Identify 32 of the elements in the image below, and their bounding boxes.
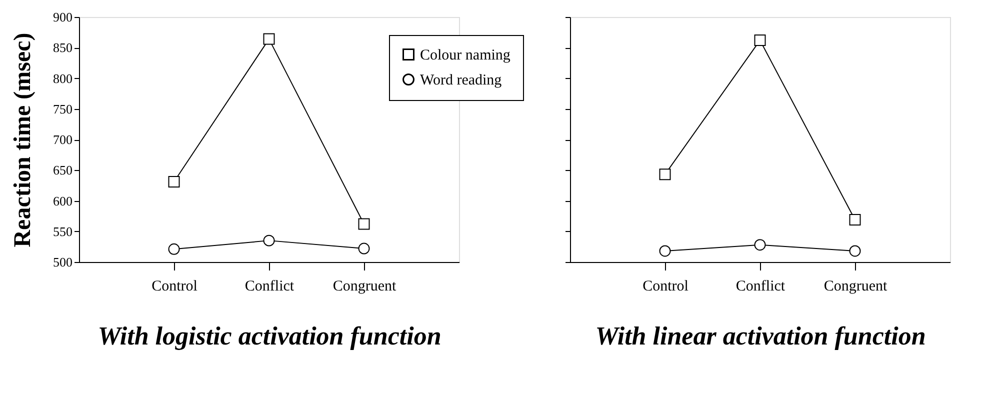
x-tick-label: Congruent (824, 278, 888, 294)
x-axis-title: With logistic activation function (98, 322, 442, 350)
x-tick-label: Conflict (736, 278, 786, 294)
x-tick-label: Control (152, 278, 198, 294)
y-tick-label: 800 (53, 70, 72, 86)
y-tick-label: 750 (53, 101, 72, 116)
y-tick-label: 600 (53, 193, 72, 208)
point (659, 245, 671, 257)
x-tick-label: Congruent (332, 278, 397, 294)
point (659, 168, 671, 180)
y-tick-label: 700 (53, 132, 72, 147)
point (263, 33, 275, 45)
y-tick-label: 500 (53, 254, 72, 270)
legend-label: Colour naming (420, 48, 511, 64)
point (849, 245, 861, 257)
x-tick-label: Conflict (244, 278, 295, 294)
x-axis-title: With linear activation function (595, 322, 926, 350)
point (263, 234, 275, 246)
point (168, 243, 180, 255)
point (754, 239, 766, 251)
legend-label: Word reading (420, 72, 502, 88)
y-tick-label: 850 (53, 40, 72, 56)
y-tick-label: 550 (53, 224, 72, 239)
point (168, 176, 180, 188)
point (358, 242, 370, 254)
y-tick-label: 900 (53, 10, 72, 24)
point (849, 214, 861, 226)
y-tick-label: 650 (53, 162, 72, 178)
point (358, 218, 370, 230)
point (754, 34, 766, 46)
y-axis-title: Reaction time (msec) (10, 32, 36, 248)
x-tick-label: Control (642, 278, 688, 294)
